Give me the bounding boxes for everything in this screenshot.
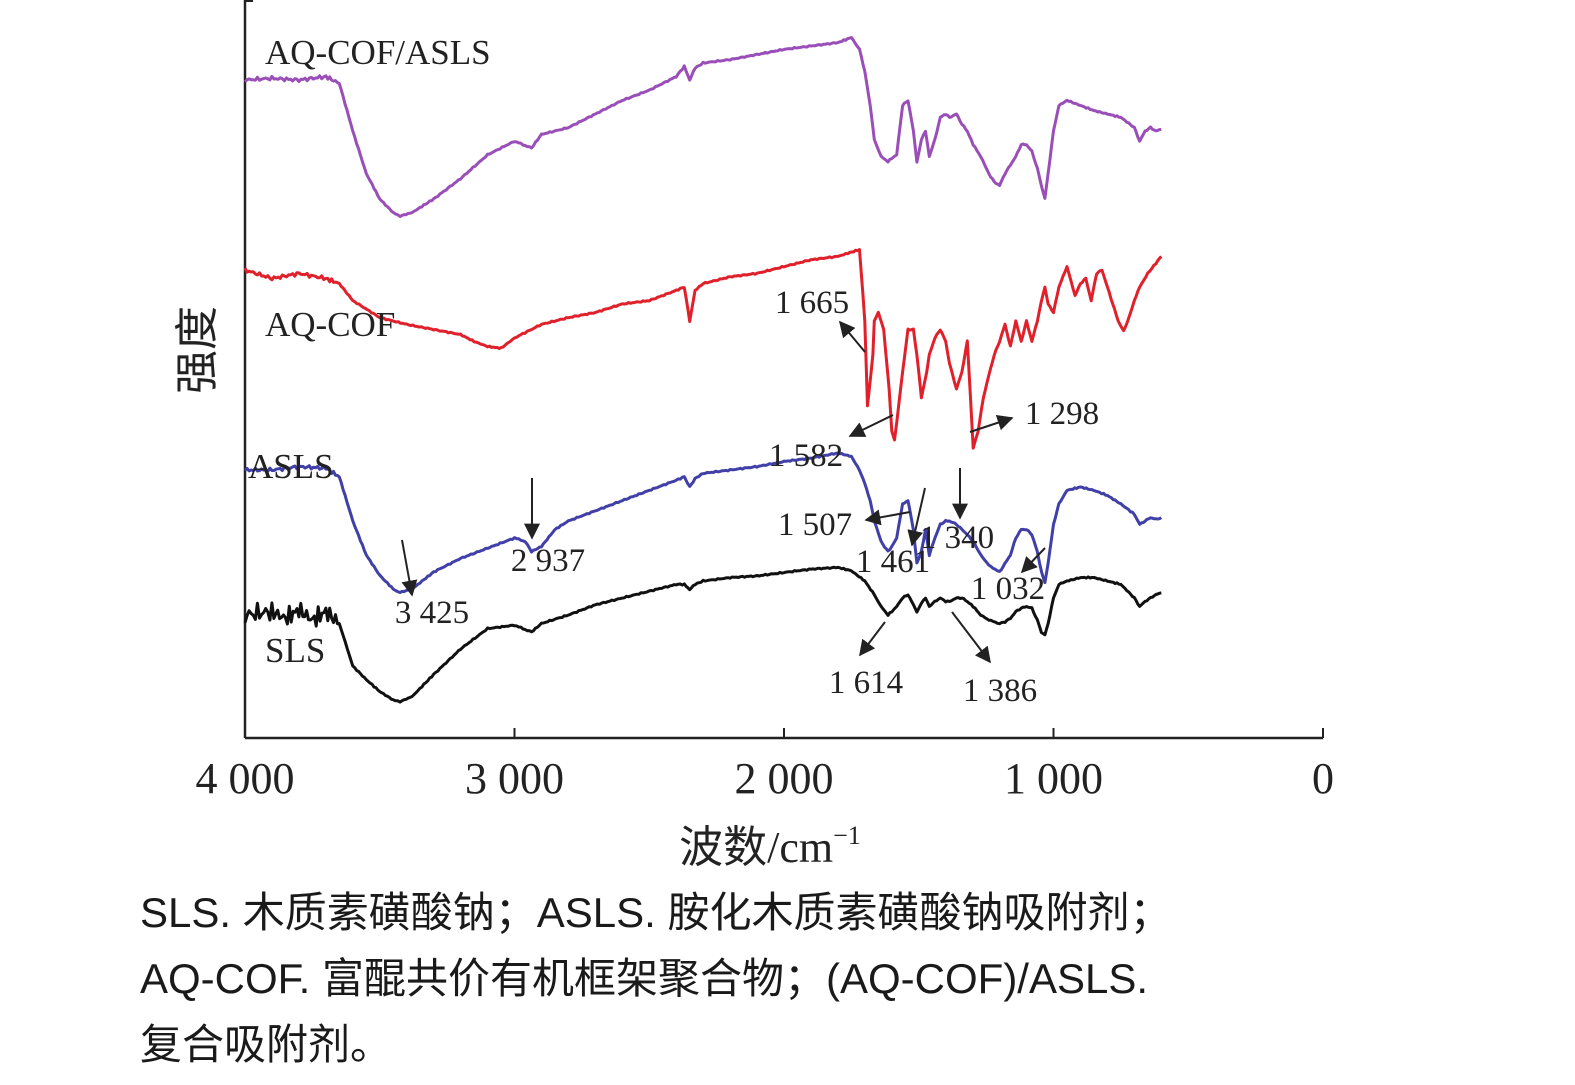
annotation-arrow — [838, 320, 866, 353]
peak-label: 1 614 — [829, 665, 903, 701]
annotation-arrow — [1020, 547, 1046, 574]
x-tick-label: 1 000 — [1004, 754, 1103, 803]
peak-label: 1 340 — [920, 520, 994, 556]
x-tick-label: 2 000 — [735, 754, 834, 803]
series-label: AQ-COF/ASLS — [265, 33, 491, 72]
series-line-sls — [243, 565, 1162, 704]
peak-label: 1 386 — [963, 673, 1037, 709]
caption-line-1: SLS. 木质素磺酸钠；ASLS. 胺化木质素磺酸钠吸附剂； — [140, 889, 1172, 936]
peak-label: 1 582 — [769, 438, 843, 474]
ftir-chart: AQ-COF/ASLS AQ-COF ASLS SLS 3 425 2 937 1 665… — [173, 0, 1335, 872]
annotation-arrow — [907, 487, 926, 547]
peak-label: 2 937 — [511, 543, 585, 579]
annotation-arrow — [401, 539, 418, 597]
caption-line-2: AQ-COF. 富醌共价有机框架聚合物；(AQ-COF)/ASLS. — [140, 955, 1149, 1002]
annotation-arrow — [848, 414, 894, 437]
series-line-aq-cof-asls — [243, 36, 1162, 218]
x-axis-unit-exponent: −1 — [833, 821, 861, 850]
x-tick-label: 4 000 — [196, 754, 295, 803]
y-axis-title: 强度 — [173, 306, 222, 394]
figure-caption: SLS. 木质素磺酸钠；ASLS. 胺化木质素磺酸钠吸附剂； AQ-COF. 富… — [140, 880, 1560, 1078]
caption-line-3: 复合吸附剂。 — [140, 1021, 393, 1068]
series-line-aq-cof — [243, 248, 1163, 450]
peak-label: 1 461 — [856, 544, 930, 580]
series-layer: AQ-COF/ASLS AQ-COF ASLS SLS — [243, 33, 1163, 704]
x-tick-label: 3 000 — [465, 754, 564, 803]
peak-label: 1 665 — [775, 285, 849, 321]
peak-label: 1 298 — [1025, 396, 1099, 432]
series-label: AQ-COF — [265, 305, 395, 344]
peak-label: 3 425 — [395, 595, 469, 631]
series-label: ASLS — [248, 447, 334, 486]
axes — [243, 0, 1324, 740]
x-tick-label: 0 — [1312, 754, 1334, 803]
annotation-arrow — [951, 611, 991, 664]
peak-label: 1 507 — [778, 507, 852, 543]
x-tick-labels: 4 000 3 000 2 000 1 000 0 — [196, 754, 1335, 803]
series-line-asls — [244, 451, 1163, 594]
peak-label: 1 032 — [971, 571, 1045, 607]
series-label: SLS — [265, 631, 325, 670]
annotation-arrow — [859, 621, 886, 657]
annotation-arrow — [969, 414, 1014, 433]
x-axis-title: 波数/cm−1 — [679, 821, 861, 872]
annotation-arrow — [864, 509, 911, 526]
